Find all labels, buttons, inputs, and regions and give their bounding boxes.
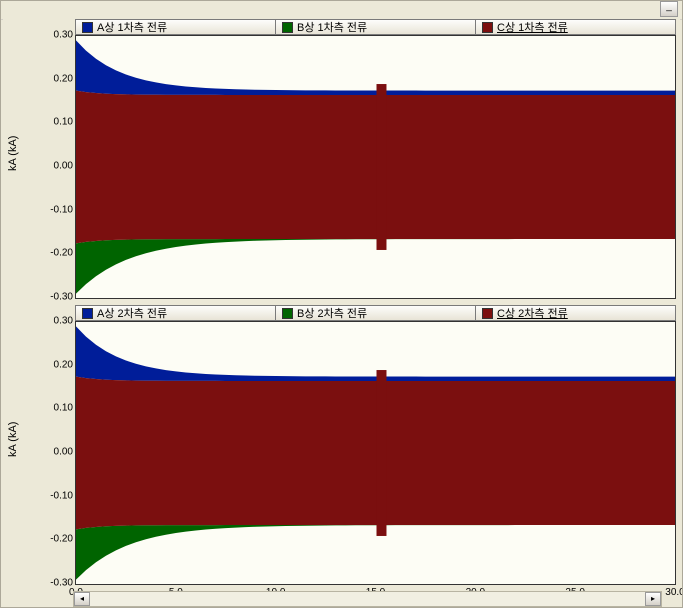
legend-swatch <box>82 308 93 319</box>
legend-label: A상 1차측 전류 <box>97 19 167 35</box>
y-tick-label: 0.30 <box>37 30 73 41</box>
y-tick-label: 0.30 <box>37 316 73 327</box>
legend-swatch <box>482 22 493 33</box>
y-tick-label: 0.20 <box>37 73 73 84</box>
legend-swatch <box>82 22 93 33</box>
legend-label: B상 2차측 전류 <box>297 305 367 321</box>
series-svg <box>76 322 675 584</box>
legend-swatch <box>482 308 493 319</box>
y-tick-label: -0.10 <box>37 204 73 215</box>
series-svg <box>76 36 675 298</box>
legend-label: C상 2차측 전류 <box>497 305 568 321</box>
series-a <box>76 326 675 381</box>
legend-label: A상 2차측 전류 <box>97 305 167 321</box>
y-tick-label: 0.10 <box>37 403 73 414</box>
legend-item[interactable]: A상 1차측 전류 <box>75 19 276 35</box>
y-tick-label: -0.30 <box>37 292 73 303</box>
y-tick-label: 0.10 <box>37 117 73 128</box>
app-window: _ A상 1차측 전류 B상 1차측 전류 C상 1차측 전류 kA (kA) -0.3… <box>0 0 683 608</box>
chart-panel: A상 1차측 전류 B상 1차측 전류 C상 1차측 전류 kA (kA) -0.30 -… <box>3 19 680 303</box>
title-bar: _ <box>1 1 682 20</box>
plot-area: 0.05.010.015.020.025.030.0 <box>75 321 676 585</box>
y-axis-label: kA (kA) <box>7 437 19 457</box>
y-tick-label: 0.20 <box>37 359 73 370</box>
legend-label: B상 1차측 전류 <box>297 19 367 35</box>
y-tick-label: 0.00 <box>37 161 73 172</box>
legend-swatch <box>282 308 293 319</box>
y-tick-label: 0.00 <box>37 447 73 458</box>
chart-panel: A상 2차측 전류 B상 2차측 전류 C상 2차측 전류 kA (kA) 0.05.0… <box>3 305 680 589</box>
x-tick-label: 30.0 <box>665 587 683 598</box>
series-c <box>76 91 675 244</box>
plot-area <box>75 35 676 299</box>
series-b <box>76 239 675 294</box>
legend-item[interactable]: B상 2차측 전류 <box>276 305 476 321</box>
horizontal-scrollbar[interactable]: ◂ ▸ <box>73 591 662 607</box>
series-c-notch <box>376 370 386 536</box>
y-tick-label: -0.20 <box>37 248 73 259</box>
legend-swatch <box>282 22 293 33</box>
y-axis-label: kA (kA) <box>7 151 19 171</box>
legend-row: A상 1차측 전류 B상 1차측 전류 C상 1차측 전류 <box>75 19 676 35</box>
y-tick-label: -0.20 <box>37 534 73 545</box>
series-b <box>76 525 675 580</box>
legend-item[interactable]: C상 2차측 전류 <box>476 305 676 321</box>
legend-label: C상 1차측 전류 <box>497 19 568 35</box>
legend-row: A상 2차측 전류 B상 2차측 전류 C상 2차측 전류 <box>75 305 676 321</box>
series-a <box>76 40 675 95</box>
legend-item[interactable]: A상 2차측 전류 <box>75 305 276 321</box>
y-tick-label: -0.10 <box>37 490 73 501</box>
scroll-left-button[interactable]: ◂ <box>74 592 90 606</box>
legend-item[interactable]: B상 1차측 전류 <box>276 19 476 35</box>
minimize-button[interactable]: _ <box>660 1 678 17</box>
y-tick-label: -0.30 <box>37 578 73 589</box>
series-c <box>76 377 675 530</box>
scroll-right-button[interactable]: ▸ <box>645 592 661 606</box>
plots-area: A상 1차측 전류 B상 1차측 전류 C상 1차측 전류 kA (kA) -0.30 -… <box>1 19 682 589</box>
series-c-notch <box>376 84 386 250</box>
legend-item[interactable]: C상 1차측 전류 <box>476 19 676 35</box>
